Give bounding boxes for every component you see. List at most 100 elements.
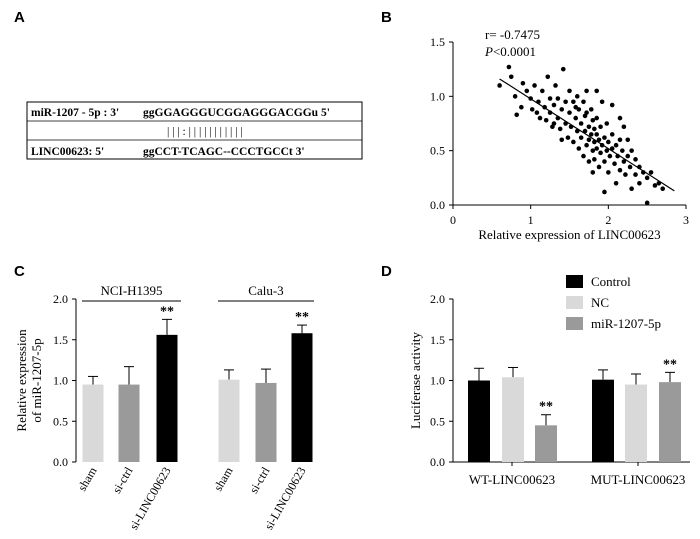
- data-point: [497, 83, 502, 88]
- bar: [218, 379, 240, 462]
- x-tick-label: sham: [211, 464, 236, 494]
- data-point: [637, 180, 642, 186]
- data-point: [560, 66, 566, 72]
- scatter-plot: 0.0 0.5 1.0 1.5 0 1 2 3 Relative expression of L…: [430, 35, 689, 242]
- data-point: [581, 153, 586, 159]
- y-tick-label: 1.0: [430, 89, 445, 103]
- data-point: [557, 126, 563, 132]
- data-point: [532, 83, 537, 88]
- data-point: [590, 117, 596, 123]
- bar: [592, 379, 614, 462]
- data-point: [540, 88, 545, 94]
- base-pairing-marks: | | | : | | | | | | | | | | |: [167, 126, 243, 138]
- data-point: [652, 183, 658, 188]
- y-tick-label: 1.5: [430, 333, 445, 347]
- mirna-sequence: ggGGAGGGUCGGAGGGACGGu 5': [143, 107, 330, 119]
- data-point: [596, 164, 602, 170]
- data-point: [625, 153, 631, 159]
- y-tick-label: 0.0: [430, 198, 445, 212]
- data-point: [604, 121, 610, 126]
- data-point: [627, 164, 633, 170]
- panel-letter-d: D: [381, 263, 392, 280]
- significance-marker: **: [295, 310, 309, 325]
- y-tick-label: 1.0: [53, 374, 68, 388]
- significance-marker: **: [160, 304, 174, 319]
- data-point: [606, 170, 611, 175]
- significance-marker: **: [663, 357, 677, 372]
- data-point: [588, 107, 594, 112]
- sequence-box: [26, 101, 363, 160]
- data-point: [604, 148, 610, 153]
- data-point: [607, 153, 613, 159]
- data-point: [581, 99, 586, 105]
- y-tick-label: 1.5: [53, 333, 68, 347]
- data-point: [551, 102, 557, 108]
- data-point: [660, 186, 665, 191]
- x-tick-label: 1: [528, 213, 534, 227]
- data-point: [602, 159, 607, 164]
- data-point: [573, 115, 579, 121]
- data-point: [534, 110, 540, 115]
- y-axis-title-line: Relative expression: [14, 329, 29, 432]
- data-point: [578, 135, 584, 140]
- y-tick-label: 0.5: [430, 414, 445, 428]
- data-point: [594, 88, 599, 94]
- data-point: [576, 146, 582, 151]
- data-point: [644, 175, 650, 181]
- x-tick-label: sham: [75, 464, 100, 494]
- data-point: [559, 107, 565, 112]
- legend-swatch: [566, 275, 583, 288]
- data-point: [621, 159, 627, 164]
- panel-letter-a: A: [14, 9, 25, 26]
- bar: [156, 334, 178, 462]
- data-point: [567, 110, 572, 115]
- bar: [659, 382, 681, 462]
- data-point: [609, 132, 615, 137]
- y-axis-title-line: of miR-1207-5p: [29, 338, 44, 422]
- x-tick-label: MUT-LINC00623: [591, 472, 686, 487]
- panel-letter-b: B: [381, 9, 392, 26]
- bar: [118, 384, 140, 462]
- p-value: P<0.0001: [484, 44, 536, 59]
- data-point: [620, 148, 625, 153]
- correlation-coefficient: r= -0.7475: [485, 27, 540, 42]
- data-point: [633, 157, 638, 162]
- legend-swatch: [566, 317, 583, 330]
- data-point: [551, 121, 557, 126]
- x-tick-label: WT-LINC00623: [469, 472, 555, 487]
- data-point: [644, 200, 650, 206]
- data-point: [571, 99, 576, 105]
- data-point: [613, 180, 619, 186]
- data-point: [592, 157, 597, 162]
- data-point: [584, 88, 589, 94]
- data-point: [596, 137, 602, 143]
- y-axis-title: Relative expressionof miR-1207-5p: [14, 329, 44, 432]
- x-axis-title: Relative expression of LINC00623: [478, 227, 660, 242]
- data-point: [629, 186, 634, 191]
- p-value-text: <0.0001: [493, 44, 536, 59]
- panel-a: A miR-1207 - 5p : 3' ggGGAGGGUCGGAGGGACG…: [14, 9, 363, 160]
- legend-label: miR-1207-5p: [591, 316, 661, 331]
- data-point: [584, 142, 589, 148]
- data-point: [602, 135, 607, 140]
- x-tick-label: 2: [605, 213, 611, 227]
- data-point: [612, 161, 617, 167]
- data-point: [512, 94, 518, 99]
- data-point: [623, 172, 628, 177]
- data-point: [506, 64, 512, 70]
- bar: [625, 384, 647, 462]
- data-point: [588, 132, 594, 137]
- data-point: [598, 124, 603, 130]
- y-tick-label: 0.0: [430, 455, 445, 469]
- data-point: [571, 139, 576, 145]
- data-point: [543, 117, 549, 123]
- data-point: [590, 170, 596, 175]
- bar: [502, 377, 524, 462]
- data-point: [621, 124, 627, 130]
- bar: [535, 425, 557, 462]
- panel-c: C 0.0 0.5 1.0 1.5 2.0 Relative expressionof m…: [14, 263, 314, 532]
- data-point: [617, 137, 623, 143]
- x-tick-label: si-ctrl: [109, 464, 135, 496]
- y-tick-label: 0.5: [430, 144, 445, 158]
